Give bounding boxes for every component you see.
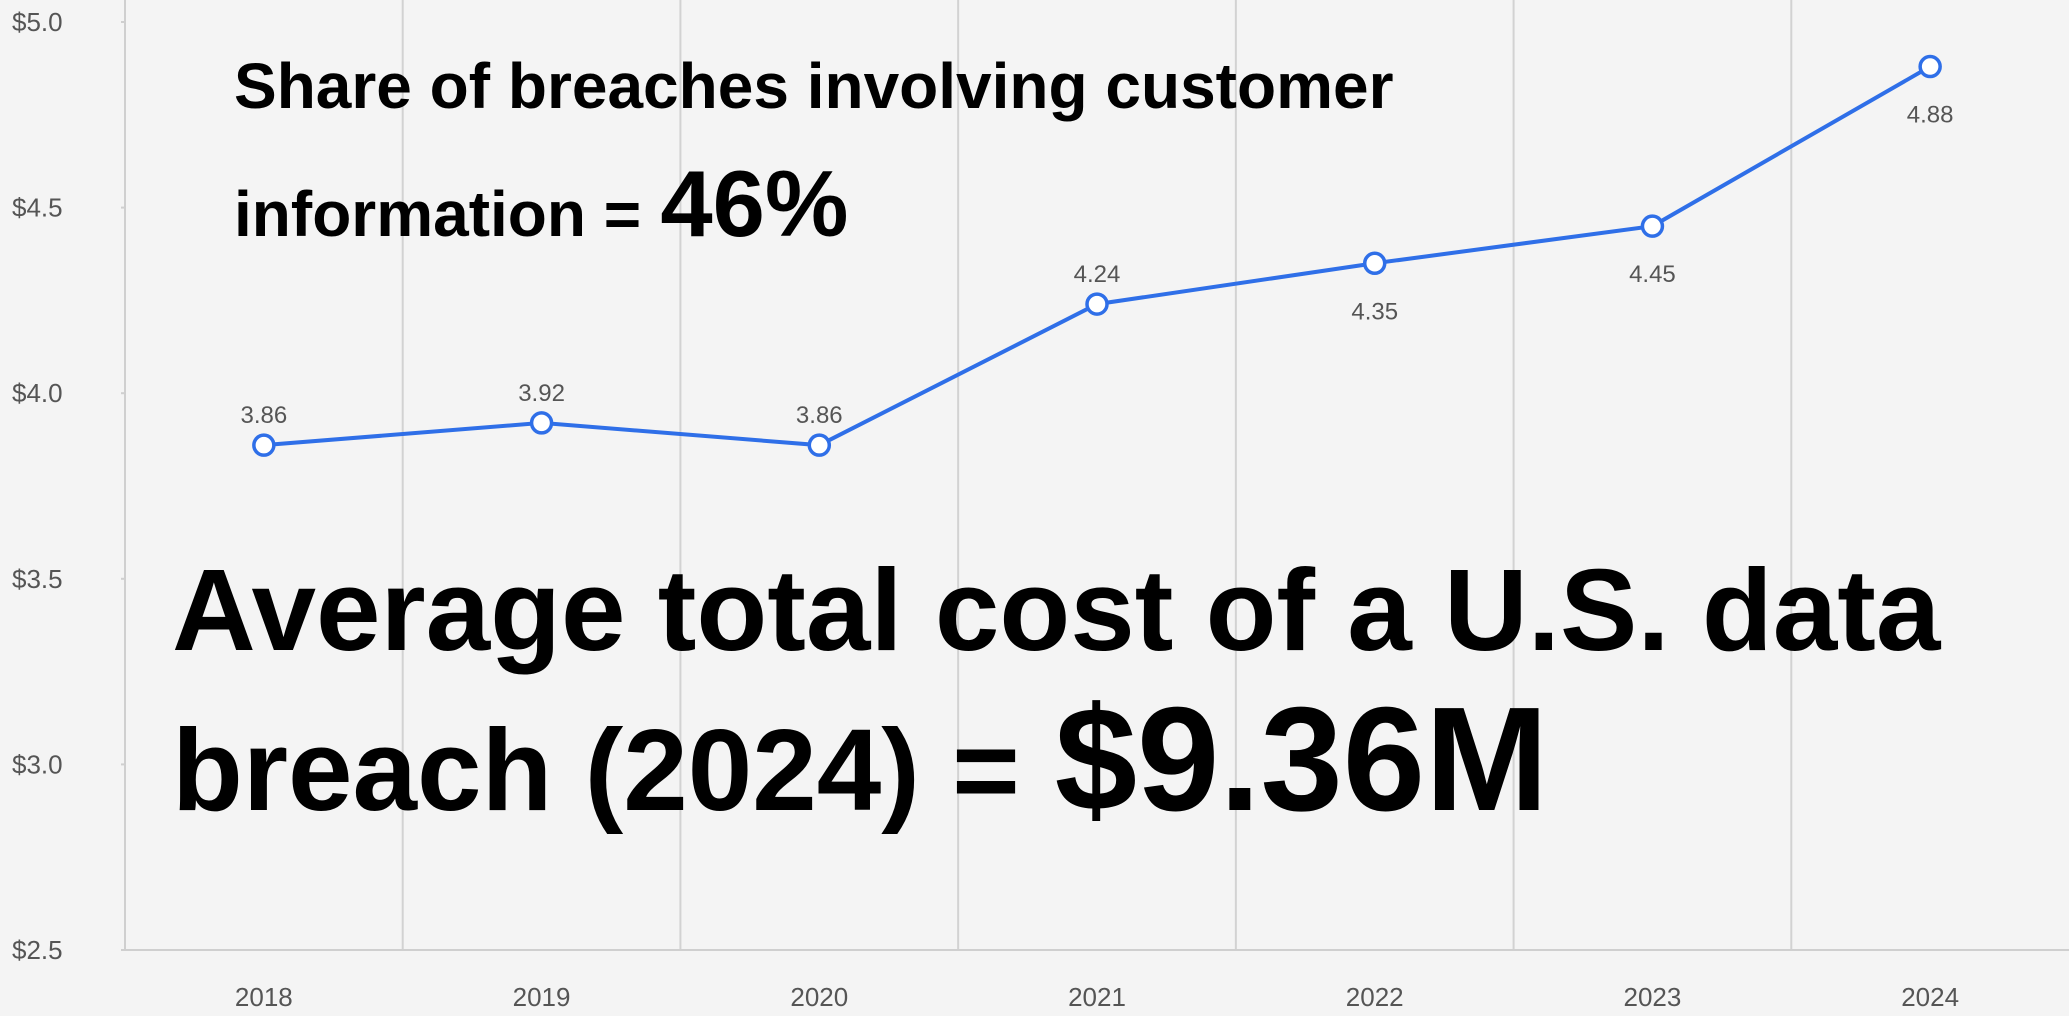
data-label: 4.35 (1351, 298, 1398, 325)
data-label: 4.45 (1629, 261, 1676, 288)
annotation-text: breach (2024) = (172, 705, 1020, 835)
data-label: 4.88 (1907, 102, 1954, 129)
point (1362, 251, 1387, 276)
annotation-text: Average total cost of a U.S. data (172, 545, 1942, 675)
point (1918, 54, 1942, 79)
annotation: breach (2024) = $9.36M (172, 677, 1548, 842)
x-tick-label: 2020 (790, 982, 848, 1012)
x-tick-label: 2022 (1346, 982, 1404, 1012)
x-tick-label: 2023 (1624, 982, 1682, 1012)
annotation: Share of breaches involving customer (234, 50, 1393, 122)
x-tick-label: 2019 (513, 982, 571, 1012)
x-tick-label: 2024 (1901, 982, 1959, 1012)
annotation-text: information = (234, 178, 641, 250)
annotation: information = 46% (234, 151, 848, 256)
y-tick-label: $2.5 (12, 935, 63, 965)
annotation-highlight: $9.36M (1055, 677, 1549, 842)
annotation-text: Share of breaches involving customer (234, 50, 1393, 122)
annotation: Average total cost of a U.S. data (172, 545, 1942, 675)
x-tick-label: 2018 (235, 982, 293, 1012)
data-label: 3.92 (518, 380, 565, 407)
annotation-highlight: 46% (660, 151, 848, 256)
x-tick-label: 2021 (1068, 982, 1126, 1012)
point (1085, 292, 1109, 316)
y-tick-label: $3.0 (12, 749, 63, 779)
y-tick-label: $4.0 (12, 378, 63, 408)
data-label: 4.24 (1074, 261, 1121, 288)
y-tick-label: $4.5 (12, 193, 63, 223)
point (529, 411, 554, 435)
point (252, 433, 276, 457)
data-label: 3.86 (796, 402, 843, 429)
data-label: 3.86 (240, 402, 287, 429)
y-tick-label: $5.0 (12, 7, 63, 37)
point (1640, 214, 1665, 238)
y-tick-label: $3.5 (12, 564, 63, 594)
point (807, 433, 832, 457)
